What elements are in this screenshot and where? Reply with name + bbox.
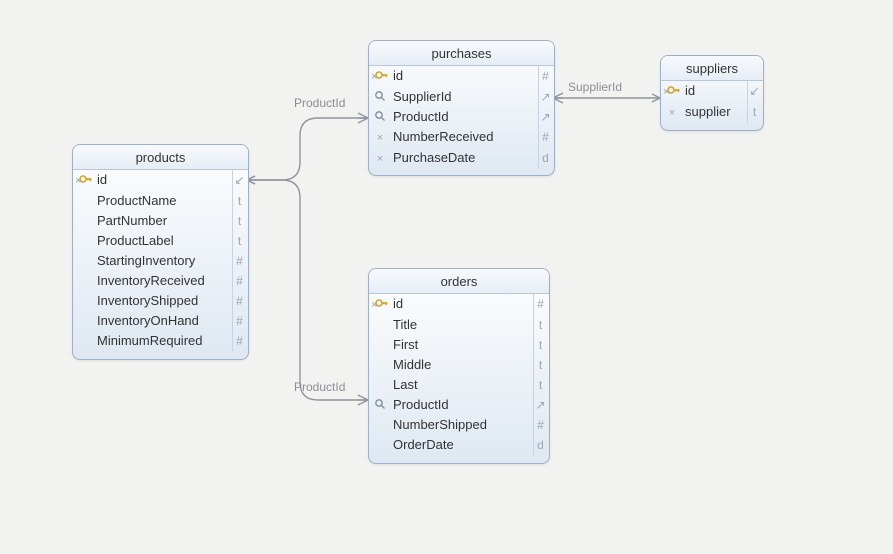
field-type: ↙ (232, 170, 248, 191)
field-name: MinimumRequired (93, 331, 232, 351)
field-name: InventoryReceived (93, 271, 232, 291)
field-type: t (533, 315, 549, 335)
field-type: # (232, 251, 248, 271)
field-name: NumberShipped (389, 415, 533, 435)
field-type: t (533, 335, 549, 355)
field-type: # (538, 66, 554, 87)
entity-title: purchases (369, 41, 554, 66)
key-icon: × (369, 294, 389, 315)
field-icon (73, 231, 93, 251)
field-name: id (681, 81, 747, 102)
edge-orders-prod (247, 180, 368, 400)
field-icon (73, 251, 93, 271)
field-type: # (538, 127, 554, 148)
field-icon (369, 415, 389, 435)
field-icon (73, 211, 93, 231)
entity-fields: ×id↙ ×suppliert (661, 81, 763, 123)
field-icon (73, 291, 93, 311)
field-type: # (232, 331, 248, 351)
field-type: d (538, 148, 554, 169)
entity-purchases[interactable]: purchases×id#SupplierId↗ProductId↗×Numbe… (368, 40, 555, 176)
field-type: t (747, 102, 763, 123)
field-name: ProductId (389, 107, 538, 127)
field-type: # (533, 415, 549, 435)
field-name: Title (389, 315, 533, 335)
entity-orders[interactable]: orders×id#TitletFirsttMiddletLasttProduc… (368, 268, 550, 464)
edge-label: SupplierId (568, 80, 622, 94)
field-name: ProductId (389, 395, 533, 415)
field-name: ProductName (93, 191, 232, 211)
entity-fields: ×id#TitletFirsttMiddletLasttProductId↗Nu… (369, 294, 549, 455)
field-type: ↗ (538, 87, 554, 107)
field-icon (73, 331, 93, 351)
key-icon: × (369, 66, 389, 87)
entity-products[interactable]: products×id↙ProductNametPartNumbertProdu… (72, 144, 249, 360)
field-icon (369, 435, 389, 455)
edge-purch-prod (247, 118, 368, 180)
field-name: SupplierId (389, 87, 538, 107)
fk-icon (369, 395, 389, 415)
field-name: NumberReceived (389, 127, 538, 148)
field-icon: × (661, 102, 681, 123)
fk-icon (369, 107, 389, 127)
field-type: ↗ (533, 395, 549, 415)
field-type: t (232, 231, 248, 251)
field-name: Last (389, 375, 533, 395)
edge-label: ProductId (294, 380, 345, 394)
field-icon: × (369, 127, 389, 148)
field-type: # (232, 271, 248, 291)
field-name: InventoryOnHand (93, 311, 232, 331)
field-icon (369, 355, 389, 375)
edge-label: ProductId (294, 96, 345, 110)
field-name: Middle (389, 355, 533, 375)
field-name: id (389, 66, 538, 87)
field-name: OrderDate (389, 435, 533, 455)
field-icon (369, 335, 389, 355)
entity-fields: ×id#SupplierId↗ProductId↗×NumberReceived… (369, 66, 554, 169)
field-name: id (389, 294, 533, 315)
field-type: # (533, 294, 549, 315)
field-name: InventoryShipped (93, 291, 232, 311)
field-name: First (389, 335, 533, 355)
field-icon (73, 271, 93, 291)
field-type: ↗ (538, 107, 554, 127)
field-type: d (533, 435, 549, 455)
field-name: PartNumber (93, 211, 232, 231)
field-name: PurchaseDate (389, 148, 538, 169)
field-type: # (232, 311, 248, 331)
fk-icon (369, 87, 389, 107)
entity-title: orders (369, 269, 549, 294)
entity-title: products (73, 145, 248, 170)
entity-suppliers[interactable]: suppliers×id↙×suppliert (660, 55, 764, 131)
field-type: t (533, 375, 549, 395)
field-icon (73, 191, 93, 211)
field-type: # (232, 291, 248, 311)
entity-title: suppliers (661, 56, 763, 81)
field-icon (369, 375, 389, 395)
field-name: StartingInventory (93, 251, 232, 271)
field-name: supplier (681, 102, 747, 123)
field-type: t (232, 191, 248, 211)
field-name: id (93, 170, 232, 191)
entity-fields: ×id↙ProductNametPartNumbertProductLabelt… (73, 170, 248, 351)
field-icon: × (369, 148, 389, 169)
field-type: ↙ (747, 81, 763, 102)
field-icon (369, 315, 389, 335)
key-icon: × (661, 81, 681, 102)
field-type: t (232, 211, 248, 231)
field-icon (73, 311, 93, 331)
field-type: t (533, 355, 549, 375)
key-icon: × (73, 170, 93, 191)
field-name: ProductLabel (93, 231, 232, 251)
